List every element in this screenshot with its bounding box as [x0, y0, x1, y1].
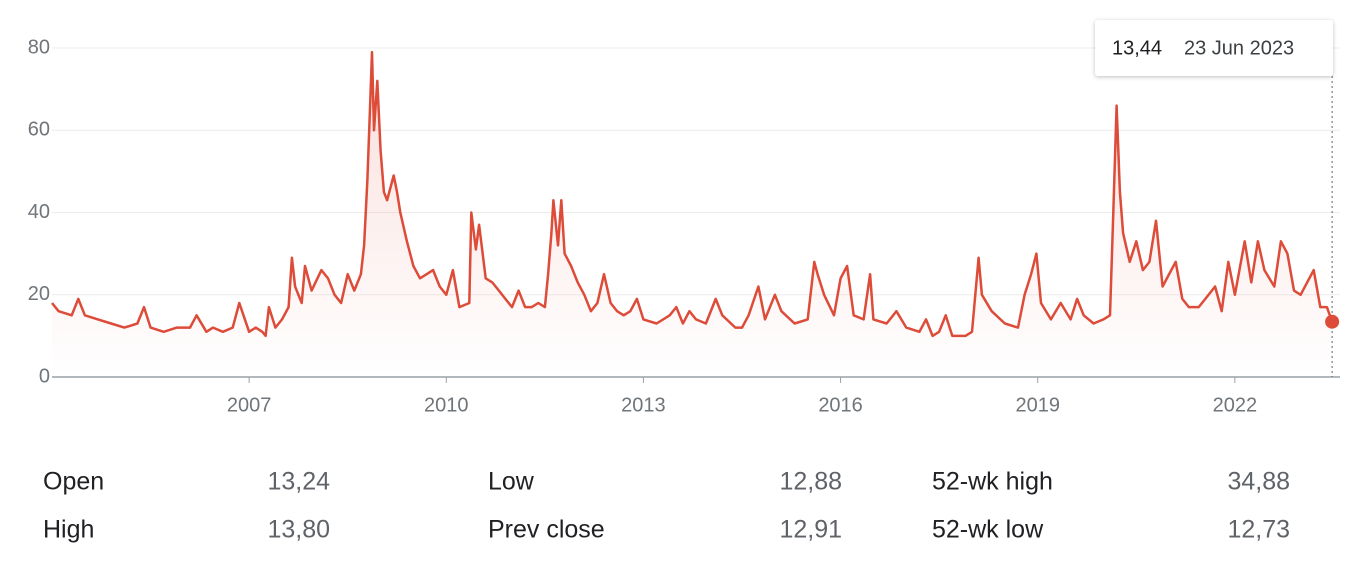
- stat-label: 52-wk high: [932, 468, 1053, 496]
- stat-value: 12,88: [779, 468, 842, 496]
- tooltip-value: 13,44: [1112, 37, 1162, 59]
- area: [52, 52, 1333, 377]
- x-tick-label: 2010: [424, 394, 469, 416]
- last-point: [1325, 314, 1340, 329]
- stat-label: High: [43, 516, 94, 544]
- stat-value: 12,91: [779, 516, 842, 544]
- stat-label: Low: [488, 468, 535, 496]
- x-tick-label: 2019: [1015, 394, 1060, 416]
- x-tick-label: 2013: [621, 394, 666, 416]
- y-tick-label: 80: [28, 36, 50, 58]
- y-tick-label: 40: [28, 201, 50, 223]
- x-tick-label: 2016: [818, 394, 863, 416]
- tooltip-date: 23 Jun 2023: [1184, 37, 1294, 59]
- stat-value: 12,73: [1227, 516, 1290, 544]
- y-tick-label: 60: [28, 119, 50, 141]
- x-tick-label: 2007: [227, 394, 272, 416]
- stat-label: 52-wk low: [932, 516, 1044, 544]
- stat-value: 13,24: [267, 468, 330, 496]
- line: [51, 50, 1334, 338]
- y-tick-label: 0: [39, 365, 50, 387]
- tooltip-box: [1095, 20, 1333, 76]
- stat-value: 34,88: [1227, 468, 1290, 496]
- stat-label: Prev close: [488, 516, 605, 544]
- y-tick-label: 20: [28, 283, 50, 305]
- x-tick-label: 2022: [1213, 394, 1258, 416]
- stat-label: Open: [43, 468, 104, 496]
- stat-value: 13,80: [267, 516, 330, 544]
